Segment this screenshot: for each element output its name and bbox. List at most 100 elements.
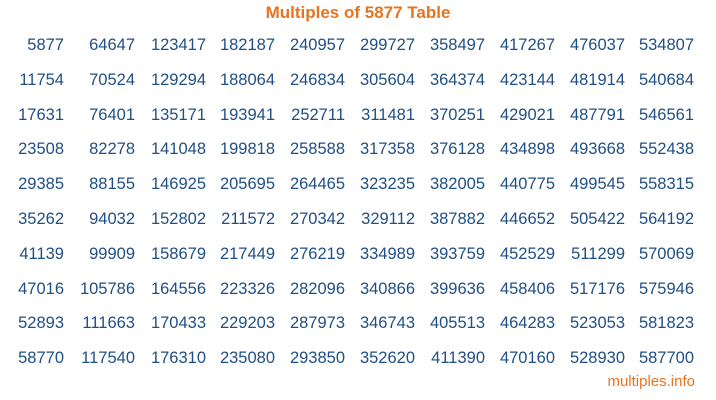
table-cell: 82278 (89, 140, 135, 159)
table-row: 41139 99909 158679 217449 276219 334989 393759… (0, 242, 716, 277)
table-cell: 505422 (569, 209, 625, 228)
table-cell: 164556 (150, 279, 206, 298)
table-cell: 94032 (89, 209, 135, 228)
table-cell: 205695 (219, 175, 275, 194)
table-row: 5877 64647 123417 182187 240957 299727 358497 4… (0, 33, 716, 68)
table-row: 35262 94032 152802 211572 270342 329112 387882… (0, 207, 716, 242)
table-cell: 581823 (638, 314, 694, 333)
table-cell: 229203 (219, 314, 275, 333)
table-cell: 276219 (289, 244, 345, 263)
table-cell: 141048 (150, 140, 206, 159)
table-cell: 423144 (499, 70, 555, 89)
table-cell: 99909 (89, 244, 135, 263)
table-cell: 223326 (219, 279, 275, 298)
table-cell: 176310 (150, 349, 206, 368)
table-cell: 334989 (359, 244, 415, 263)
table-cell: 217449 (219, 244, 275, 263)
table-cell: 293850 (289, 349, 345, 368)
table-cell: 376128 (429, 140, 485, 159)
table-cell: 446652 (499, 209, 555, 228)
table-cell: 552438 (638, 140, 694, 159)
table-row: 29385 88155 146925 205695 264465 323235 382005… (0, 172, 716, 207)
table-cell: 29385 (18, 175, 64, 194)
table-cell: 387882 (429, 209, 485, 228)
table-cell: 305604 (359, 70, 415, 89)
table-cell: 23508 (18, 140, 64, 159)
table-cell: 146925 (150, 175, 206, 194)
table-cell: 511299 (571, 244, 625, 263)
table-cell: 317358 (359, 140, 415, 159)
table-row: 17631 76401 135171 193941 252711 311481 370251… (0, 103, 716, 138)
table-cell: 487791 (569, 105, 625, 124)
table-cell: 417267 (499, 36, 555, 54)
table-cell: 458406 (499, 279, 555, 298)
table-cell: 258588 (289, 140, 345, 159)
table-row: 58770 117540 176310 235080 293850 352620 41139… (0, 346, 716, 381)
table-cell: 499545 (569, 175, 625, 194)
table-cell: 211572 (221, 209, 275, 228)
table-cell: 358497 (429, 36, 485, 54)
table-cell: 528930 (569, 349, 625, 368)
table-cell: 182187 (219, 36, 275, 54)
table-cell: 587700 (638, 349, 694, 368)
table-cell: 105786 (79, 279, 135, 298)
table-cell: 193941 (219, 105, 275, 124)
page-title: Multiples of 5877 Table (265, 3, 451, 22)
table-cell: 370251 (429, 105, 485, 124)
table-cell: 170433 (150, 314, 206, 333)
table-cell: 252711 (291, 105, 345, 124)
table-cell: 564192 (638, 209, 694, 228)
table-cell: 47016 (18, 279, 64, 298)
table-cell: 199818 (219, 140, 275, 159)
table-cell: 464283 (499, 314, 555, 333)
table-cell: 152802 (150, 209, 206, 228)
table-cell: 470160 (499, 349, 555, 368)
table-cell: 434898 (499, 140, 555, 159)
table-cell: 123417 (150, 36, 206, 54)
table-cell: 117540 (81, 349, 135, 368)
table-cell: 440775 (499, 175, 555, 194)
table-cell: 41139 (19, 244, 64, 263)
table-cell: 246834 (289, 70, 345, 89)
table-cell: 429021 (499, 105, 555, 124)
table-cell: 364374 (429, 70, 485, 89)
table-cell: 393759 (429, 244, 485, 263)
table-cell: 540684 (638, 70, 694, 89)
table-cell: 17631 (18, 105, 64, 124)
table-cell: 411390 (431, 349, 485, 368)
table-row: 52893 111663 170433 229203 287973 346743 40551… (0, 311, 716, 346)
table-cell: 158679 (150, 244, 206, 263)
table-cell: 452529 (499, 244, 555, 263)
table-cell: 517176 (569, 279, 625, 298)
table-cell: 188064 (219, 70, 275, 89)
table-row: 47016 105786 164556 223326 282096 340866 39963… (0, 277, 716, 312)
table-cell: 534807 (638, 36, 694, 54)
table-cell: 287973 (289, 314, 345, 333)
table-cell: 135171 (150, 105, 206, 124)
table-cell: 323235 (359, 175, 415, 194)
table-cell: 346743 (359, 314, 415, 333)
table-cell: 311481 (361, 105, 415, 124)
table-cell: 129294 (150, 70, 206, 89)
site-link[interactable]: multiples.info (607, 373, 695, 390)
table-cell: 382005 (429, 175, 485, 194)
table-cell: 493668 (569, 140, 625, 159)
table-cell: 476037 (569, 36, 625, 54)
table-cell: 270342 (289, 209, 345, 228)
table-cell: 523053 (569, 314, 625, 333)
table-row: 23508 82278 141048 199818 258588 317358 376128… (0, 137, 716, 172)
table-cell: 11754 (19, 70, 64, 89)
table-cell: 558315 (638, 175, 694, 194)
table-cell: 405513 (429, 314, 485, 333)
table-cell: 111663 (82, 314, 135, 333)
table-cell: 235080 (219, 349, 275, 368)
table-cell: 64647 (89, 36, 135, 54)
table-cell: 329112 (361, 209, 415, 228)
table-cell: 76401 (89, 105, 135, 124)
table-cell: 546561 (638, 105, 694, 124)
table-cell: 299727 (359, 36, 415, 54)
table-row: 11754 70524 129294 188064 246834 305604 364374… (0, 68, 716, 103)
table-cell: 340866 (359, 279, 415, 298)
table-cell: 70524 (89, 70, 135, 89)
table-cell: 282096 (289, 279, 345, 298)
